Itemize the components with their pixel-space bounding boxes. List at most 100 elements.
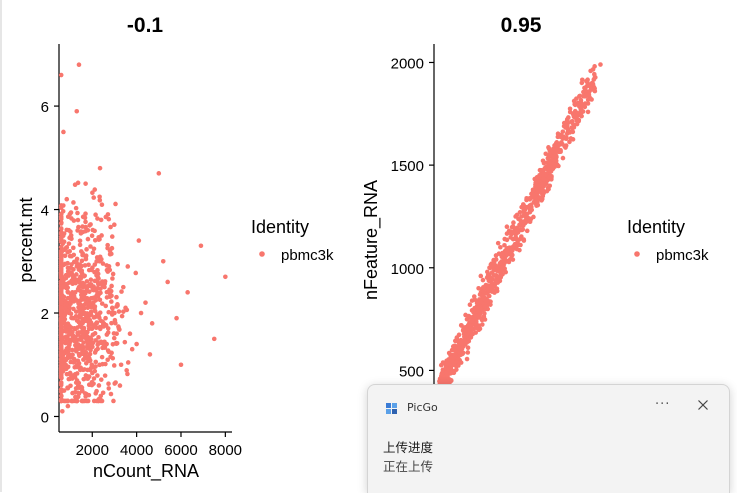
- plot1-point: [58, 365, 64, 371]
- plot1-point: [58, 357, 64, 362]
- plot2-point: [452, 353, 458, 359]
- plot2-point: [524, 196, 529, 201]
- plot1-point: [71, 200, 76, 205]
- plot1-point: [95, 342, 101, 348]
- more-options-button[interactable]: ···: [655, 397, 671, 412]
- plot2-point: [457, 349, 462, 355]
- plot1-point: [92, 350, 98, 355]
- plot1-point: [80, 280, 86, 286]
- plot1-point: [64, 245, 70, 250]
- plot1-point: [81, 294, 87, 300]
- plot1-point: [65, 364, 71, 370]
- plot2-point: [473, 316, 478, 321]
- plot2-point: [439, 371, 445, 377]
- plot1-x-tick-label: 4000: [120, 442, 153, 459]
- plot1-point: [82, 215, 88, 220]
- plot2-point: [541, 160, 547, 166]
- plot1-point: [93, 391, 99, 396]
- plot2-point: [514, 212, 520, 218]
- plot1-point: [85, 236, 91, 242]
- plot2-point: [506, 259, 512, 265]
- plot1-point: [114, 340, 120, 346]
- plot1-point: [58, 284, 64, 289]
- plot1-point: [81, 334, 86, 340]
- plot1-point: [98, 286, 103, 292]
- plot2-point: [598, 62, 603, 67]
- plot2-point: [499, 253, 504, 258]
- plot1-y-tick-label: 4: [41, 203, 49, 220]
- plot1-point: [81, 289, 86, 295]
- plot1-point: [76, 380, 82, 386]
- plot1-point: [58, 300, 64, 306]
- plot2-point: [449, 359, 455, 364]
- plot1-point: [94, 292, 100, 298]
- plot1-point: [136, 238, 142, 243]
- picgo-notification[interactable]: PicGo ··· 上传进度 正在上传: [367, 384, 730, 493]
- plot1-point: [87, 342, 93, 348]
- close-icon[interactable]: [696, 398, 710, 412]
- plot1-point: [106, 381, 111, 387]
- plot1-point: [93, 364, 98, 369]
- plot1-point: [125, 264, 131, 269]
- plot1-point: [68, 210, 74, 215]
- plot1-point: [58, 244, 64, 250]
- plot1-point: [102, 279, 108, 284]
- plot2-point: [467, 314, 473, 320]
- plot1-point: [99, 301, 105, 306]
- plot2-point: [579, 113, 584, 119]
- plot2-point: [469, 318, 475, 324]
- plot-nfeature-vs-ncount: 0.95 500 1000 1500 2000 nFeature_RNA Identi…: [361, 14, 709, 394]
- plot2-point: [577, 94, 582, 99]
- plot2-point: [448, 377, 454, 383]
- plot2-point: [480, 322, 485, 327]
- plot2-point: [591, 77, 597, 82]
- plot1-point: [64, 196, 70, 202]
- plot2-point: [510, 252, 515, 258]
- plot1-point: [134, 341, 139, 347]
- plot2-point: [504, 251, 509, 257]
- plot2-point: [456, 332, 462, 338]
- plot1-point: [125, 360, 131, 365]
- plot1-point: [74, 272, 79, 277]
- plot1-point: [80, 320, 85, 326]
- plot2-point: [488, 275, 494, 281]
- plot2-point: [578, 106, 584, 111]
- plot1-point: [58, 328, 64, 333]
- plot2-point: [549, 175, 554, 181]
- plot2-point: [465, 345, 471, 351]
- plot1-point: [71, 360, 77, 365]
- plot1-point: [58, 221, 64, 226]
- plot1-point: [105, 357, 110, 363]
- plot2-point: [554, 162, 560, 167]
- plot1-point: [69, 296, 75, 302]
- plot1-point: [81, 398, 86, 404]
- plot1-point: [127, 331, 133, 337]
- plot1-point: [115, 261, 120, 267]
- plot1-point: [58, 226, 64, 232]
- plot1-point: [116, 309, 122, 314]
- plot2-point: [565, 127, 571, 133]
- plot2-point: [519, 219, 524, 225]
- plot2-point: [535, 202, 541, 208]
- plot1-point: [61, 239, 67, 244]
- plot1-point: [74, 318, 80, 323]
- plot1-point: [68, 311, 74, 317]
- plot1-point: [68, 301, 73, 307]
- plot1-point: [88, 277, 94, 283]
- plot1-point: [94, 320, 100, 325]
- plot1-point: [76, 62, 82, 67]
- plot1-point: [96, 383, 102, 388]
- plot2-y-tick-label: 1500: [391, 158, 424, 175]
- plot1-point: [98, 339, 104, 345]
- plot1-point: [108, 224, 113, 230]
- plot2-point: [541, 176, 546, 182]
- plot2-point: [562, 120, 568, 126]
- plot2-point: [570, 111, 576, 117]
- plot1-title: -0.1: [127, 14, 164, 37]
- plot1-point: [102, 373, 108, 378]
- plot2-point: [525, 215, 531, 221]
- plot1-point: [75, 228, 80, 233]
- plot1-point: [77, 242, 83, 248]
- plot2-point: [571, 125, 577, 130]
- plot1-point: [96, 276, 101, 281]
